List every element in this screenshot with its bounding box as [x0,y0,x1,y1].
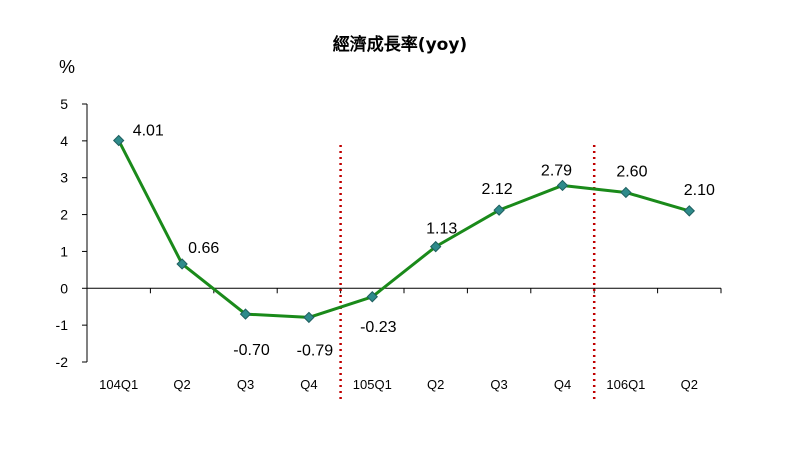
x-tick-label: Q2 [173,377,190,392]
data-label: -0.70 [233,342,270,359]
x-tick-label: Q3 [490,377,507,392]
series-line [117,139,690,319]
data-label: 1.13 [426,221,457,238]
chart-title: 經濟成長率(yoy) [332,35,468,55]
data-point [493,204,505,216]
y-tick-label: -1 [56,317,69,333]
x-tick-label: 104Q1 [99,377,138,392]
x-tick-label: Q3 [237,377,254,392]
y-tick-label: 0 [60,280,68,296]
data-label: -0.23 [360,319,397,336]
y-tick-label: 2 [60,207,68,223]
y-tick-label: 1 [60,243,68,259]
y-tick-label: -2 [56,354,69,370]
data-label: 2.12 [482,181,513,198]
data-label: 0.66 [188,240,219,257]
data-label: 2.79 [541,162,572,179]
x-tick-label: Q4 [554,377,571,392]
data-point [303,311,315,324]
data-label: -0.79 [297,342,334,359]
x-tick-label: Q2 [427,377,444,392]
x-tick-label: 105Q1 [353,377,392,392]
y-tick-label: 3 [60,170,68,186]
data-label: 4.01 [133,122,164,139]
data-point [683,205,696,217]
data-point [239,308,252,320]
y-tick-label: 4 [60,133,68,149]
y-unit-label: % [59,57,76,77]
x-tick-label: Q4 [300,377,317,392]
data-label: 2.10 [684,182,715,199]
data-label: 2.60 [616,163,647,180]
x-tick-label: Q2 [681,377,698,392]
data-point [429,240,442,253]
data-point [366,291,379,303]
data-point [620,186,632,199]
data-point [176,258,188,270]
data-point [112,134,125,147]
x-tick-label: 106Q1 [606,377,645,392]
data-point [556,179,569,192]
y-tick-label: 5 [60,96,68,112]
